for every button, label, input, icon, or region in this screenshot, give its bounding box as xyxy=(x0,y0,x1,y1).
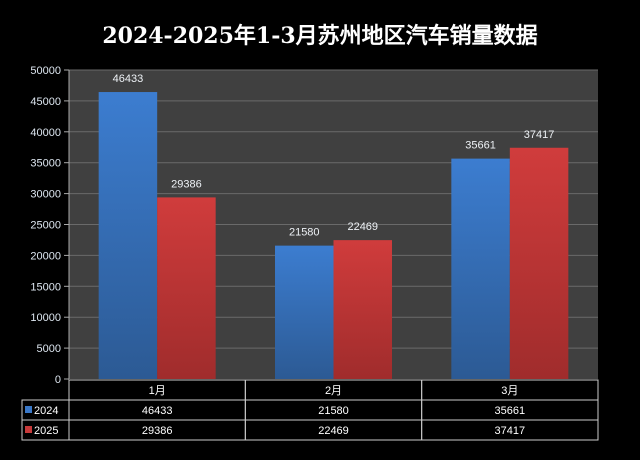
y-tick-label: 10000 xyxy=(30,312,61,324)
y-tick-label: 5000 xyxy=(37,343,61,355)
table-cell: 37417 xyxy=(495,425,526,437)
bar-2025-1 xyxy=(333,240,392,379)
table-row xyxy=(21,419,599,441)
y-tick-label: 35000 xyxy=(30,158,61,170)
y-tick-label: 0 xyxy=(55,374,61,386)
table-cell: 46433 xyxy=(142,405,173,417)
legend-label: 2025 xyxy=(34,425,58,437)
table-cell: 29386 xyxy=(142,425,173,437)
data-label: 37417 xyxy=(524,129,555,141)
y-tick-label: 25000 xyxy=(30,220,61,232)
data-label: 46433 xyxy=(113,73,144,85)
bar-2024-1 xyxy=(275,245,334,379)
bar-2025-0 xyxy=(157,197,216,379)
bar-2024-2 xyxy=(451,158,510,379)
table-cell: 35661 xyxy=(495,405,526,417)
category-label: 3月 xyxy=(501,385,518,397)
y-tick-label: 15000 xyxy=(30,281,61,293)
category-label: 1月 xyxy=(149,385,166,397)
data-label: 29386 xyxy=(171,178,202,190)
y-tick-label: 45000 xyxy=(30,96,61,108)
data-label: 21580 xyxy=(289,227,320,239)
table-cell: 22469 xyxy=(318,425,349,437)
legend-swatch-2024 xyxy=(25,406,32,413)
y-tick-label: 40000 xyxy=(30,127,61,139)
category-label: 2月 xyxy=(325,385,342,397)
data-label: 22469 xyxy=(347,221,378,233)
bar-2024-0 xyxy=(98,92,158,379)
bar-2025-2 xyxy=(509,147,569,379)
chart-title: 2024-2025年1-3月苏州地区汽车销量数据 xyxy=(102,23,538,49)
y-tick-label: 30000 xyxy=(30,189,61,201)
legend-label: 2024 xyxy=(34,405,58,417)
y-tick-label: 50000 xyxy=(30,65,61,77)
legend-swatch-2025 xyxy=(25,426,32,433)
y-tick-label: 20000 xyxy=(30,250,61,262)
table-cell: 21580 xyxy=(318,405,349,417)
data-label: 35661 xyxy=(465,140,496,152)
